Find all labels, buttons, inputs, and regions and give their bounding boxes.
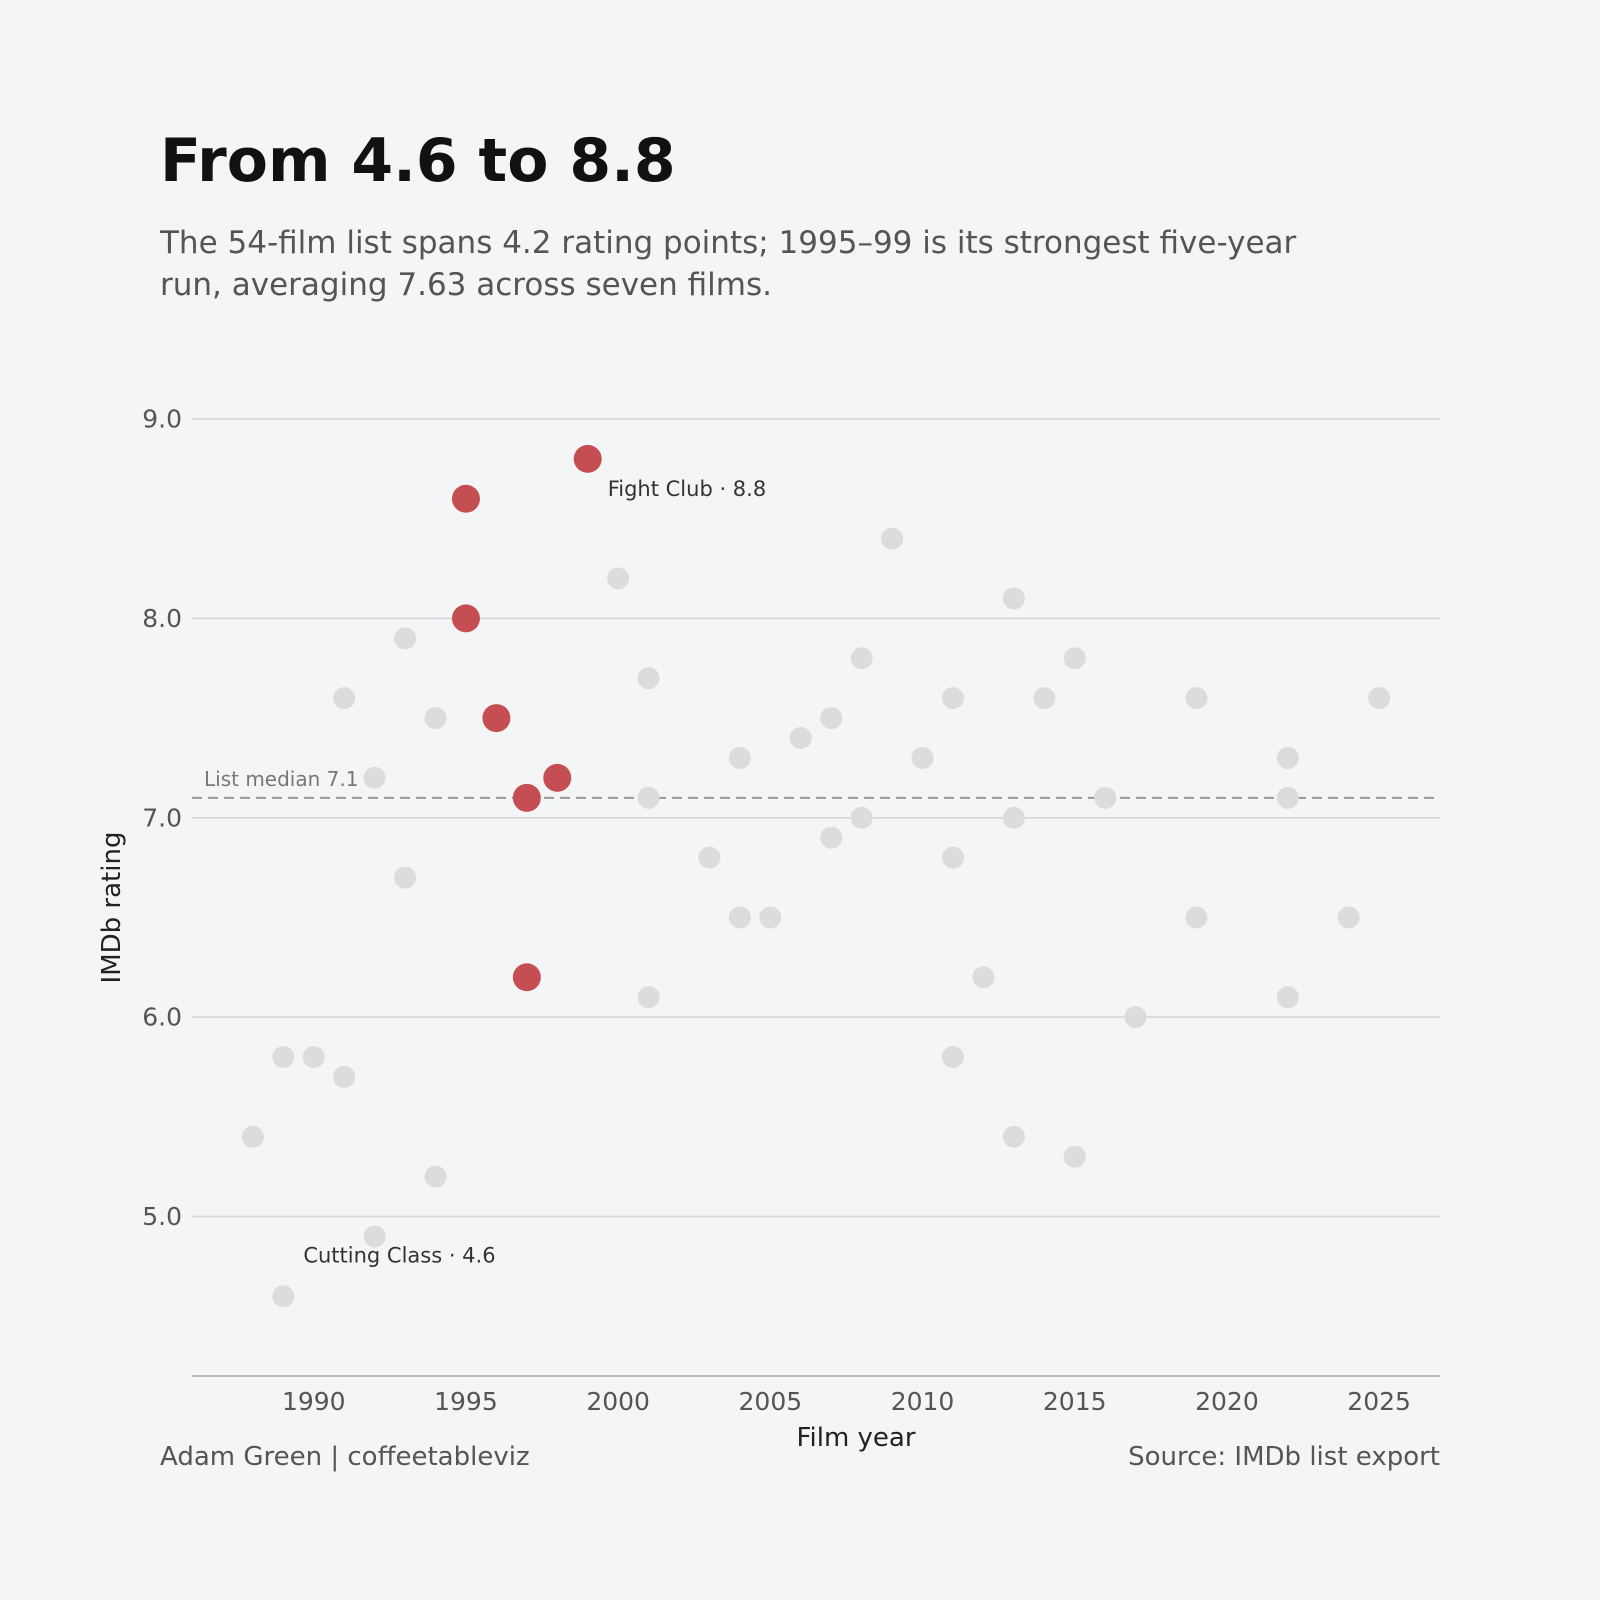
highlighted-point: [451, 604, 480, 633]
x-tick-label: 1995: [434, 1387, 498, 1416]
highlighted-point: [482, 704, 511, 733]
film-point: [363, 1225, 386, 1248]
x-tick-label: 2005: [739, 1387, 803, 1416]
chart-subtitle: The 54-film list spans 4.2 rating points…: [160, 225, 1297, 303]
y-tick-label: 6.0: [142, 1003, 182, 1032]
annotation-label: Cutting Class · 4.6: [303, 1243, 495, 1267]
x-tick-label: 2000: [586, 1387, 650, 1416]
y-tick-label: 7.0: [142, 803, 182, 832]
film-point: [333, 687, 356, 710]
film-point: [1276, 786, 1299, 809]
y-tick-label: 5.0: [142, 1202, 182, 1231]
highlighted-point: [451, 484, 480, 513]
film-point: [1276, 746, 1299, 769]
film-point: [394, 866, 417, 889]
film-point: [1368, 687, 1391, 710]
film-point: [1185, 687, 1208, 710]
film-point: [302, 1046, 325, 1068]
film-point: [1002, 587, 1025, 610]
film-point: [394, 627, 417, 650]
chart-title: From 4.6 to 8.8: [160, 126, 676, 196]
x-tick-label: 2020: [1195, 1387, 1259, 1416]
film-point: [789, 727, 812, 749]
y-axis-title: IMDb rating: [97, 832, 127, 984]
highlighted-point: [543, 763, 572, 792]
film-point: [1094, 786, 1117, 809]
highlighted-point: [512, 783, 541, 812]
highlighted-point: [573, 444, 602, 473]
film-point: [241, 1125, 264, 1148]
film-point: [728, 746, 751, 769]
film-point: [363, 766, 386, 789]
film-point: [941, 846, 964, 869]
film-point: [333, 1065, 356, 1088]
film-point: [1276, 986, 1299, 1009]
film-point: [1063, 647, 1086, 670]
data-points: [241, 444, 1391, 1308]
film-point: [1063, 1145, 1086, 1168]
film-point: [911, 746, 934, 769]
x-tick-label: 2015: [1043, 1387, 1107, 1416]
film-point: [820, 826, 843, 849]
annotations: Fight Club · 8.8 Cutting Class · 4.6: [303, 477, 766, 1267]
x-tick-label: 2025: [1347, 1387, 1411, 1416]
film-point: [424, 1165, 447, 1188]
film-point: [637, 786, 660, 809]
median-reference: List median 7.1: [192, 767, 1440, 799]
median-label: List median 7.1: [204, 767, 358, 791]
gridlines: [192, 418, 1440, 1218]
film-point: [637, 667, 660, 690]
y-tick-label: 9.0: [142, 405, 182, 434]
film-point: [1033, 687, 1056, 710]
y-tick-label: 8.0: [142, 604, 182, 633]
film-point: [820, 707, 843, 730]
x-tick-label: 2010: [891, 1387, 955, 1416]
film-point: [972, 966, 995, 989]
annotation-label: Fight Club · 8.8: [608, 477, 767, 501]
film-point: [637, 986, 660, 1009]
author-credit: Adam Green | coffeetableviz: [160, 1442, 530, 1472]
film-point: [728, 906, 751, 929]
film-point: [850, 647, 873, 670]
film-point: [272, 1046, 295, 1068]
film-point: [881, 527, 904, 550]
axes: 5.0 6.0 7.0 8.0 9.0 1990 1995 2000 2005 2010 2015 2…: [97, 405, 1440, 1453]
film-point: [1124, 1006, 1147, 1029]
source-note: Source: IMDb list export: [1128, 1442, 1440, 1472]
film-point: [759, 906, 782, 929]
x-axis-title: Film year: [796, 1423, 915, 1453]
film-point: [698, 846, 721, 869]
film-point: [272, 1285, 295, 1308]
film-point: [850, 806, 873, 829]
film-point: [1002, 806, 1025, 829]
x-tick-label: 1990: [282, 1387, 346, 1416]
highlighted-point: [512, 963, 541, 992]
film-point: [1185, 906, 1208, 929]
film-point: [941, 1046, 964, 1068]
film-point: [1337, 906, 1360, 929]
film-point: [941, 687, 964, 710]
film-point: [1002, 1125, 1025, 1148]
film-point: [607, 567, 630, 590]
film-point: [424, 707, 447, 730]
